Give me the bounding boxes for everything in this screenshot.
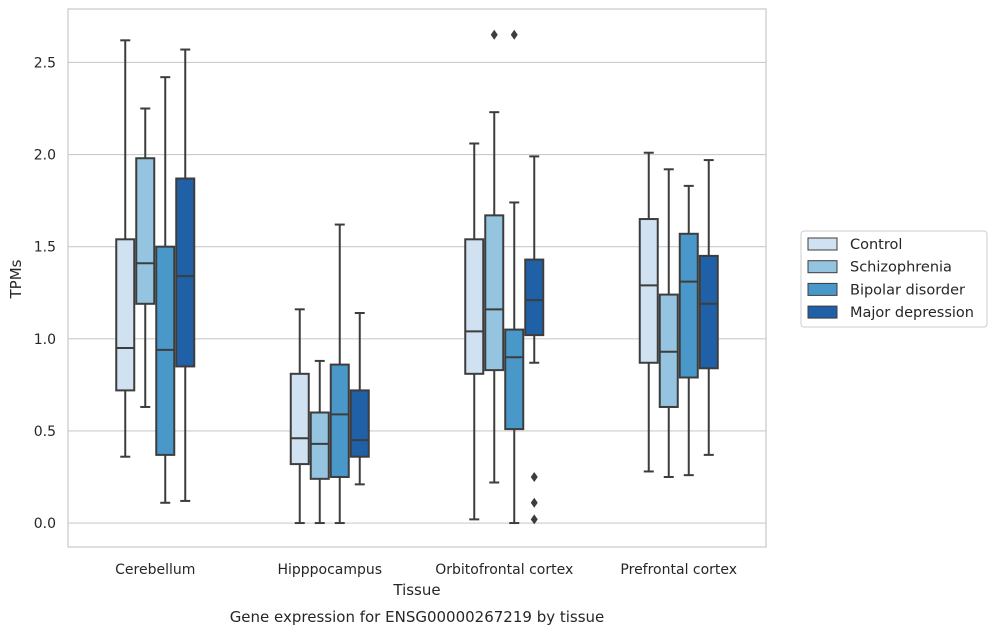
- box: [329, 223, 350, 525]
- outlier-point: [490, 29, 498, 40]
- box-body: [349, 389, 370, 458]
- box-body: [135, 157, 156, 305]
- legend-entry: Schizophrenia: [807, 260, 952, 276]
- y-tick-label: 1.0: [34, 332, 56, 348]
- legend-swatch: [807, 237, 838, 251]
- box-body: [329, 363, 350, 478]
- box: [698, 159, 719, 456]
- y-tick-label: 0.0: [34, 516, 56, 532]
- box-body: [504, 328, 525, 431]
- legend-swatch: [807, 305, 838, 319]
- legend-label: Schizophrenia: [850, 260, 952, 276]
- box-body: [484, 214, 505, 372]
- legend-entry: Bipolar disorder: [807, 282, 965, 298]
- legend-entry: Major depression: [807, 305, 974, 321]
- box: [464, 142, 485, 521]
- outlier-point: [530, 497, 538, 508]
- box: [658, 168, 679, 478]
- legend-swatch: [807, 260, 838, 274]
- legend-entry: Control: [807, 237, 902, 253]
- box-body: [175, 177, 196, 368]
- x-tick-label: Cerebellum: [115, 562, 195, 578]
- box: [504, 29, 525, 525]
- legend-label: Bipolar disorder: [850, 282, 965, 298]
- box: [155, 76, 176, 504]
- box-body: [289, 372, 310, 466]
- boxes: [115, 29, 719, 525]
- plot-area: [67, 8, 767, 548]
- box: [289, 308, 310, 525]
- x-tick-label: Hipppocampus: [277, 562, 382, 578]
- x-tick-label: Orbitofrontal cortex: [435, 562, 573, 578]
- box: [175, 48, 196, 502]
- box-body: [524, 258, 545, 337]
- outlier-point: [510, 29, 518, 40]
- y-tick-label: 1.5: [34, 240, 56, 256]
- legend-label: Control: [850, 237, 902, 253]
- box: [484, 29, 505, 484]
- box: [135, 107, 156, 408]
- legend-label: Major depression: [850, 305, 974, 321]
- box-body: [309, 411, 330, 480]
- box: [524, 155, 545, 525]
- x-axis-label: Tissue: [392, 581, 440, 599]
- box-body: [698, 254, 719, 370]
- box: [678, 184, 699, 477]
- legend-frame: [800, 230, 988, 328]
- box-body: [638, 218, 659, 364]
- box: [638, 151, 659, 473]
- outlier-point: [530, 514, 538, 525]
- y-tick-label: 0.5: [34, 424, 56, 440]
- y-tick-label: 2.5: [34, 55, 56, 71]
- box: [309, 359, 330, 525]
- box-body: [678, 232, 699, 379]
- legend-entries: Control Schizophrenia Bipolar disorder Majo…: [807, 237, 974, 321]
- box: [115, 39, 136, 458]
- outlier-point: [530, 471, 538, 482]
- box-body: [464, 238, 485, 375]
- chart-caption: Gene expression for ENSG00000267219 by t…: [230, 608, 605, 626]
- y-axis-label: TPMs: [7, 259, 25, 299]
- box: [349, 312, 370, 486]
- y-tick-labels: 0.0 0.5 1.0 1.5 2.0 2.5: [34, 55, 56, 532]
- legend-swatch: [807, 282, 838, 296]
- box-body: [115, 238, 136, 392]
- x-tick-labels: Cerebellum Hipppocampus Orbitofrontal cort…: [115, 562, 737, 578]
- legend: Control Schizophrenia Bipolar disorder Majo…: [800, 230, 988, 328]
- y-tick-label: 2.0: [34, 148, 56, 164]
- x-tick-label: Prefrontal cortex: [620, 562, 737, 578]
